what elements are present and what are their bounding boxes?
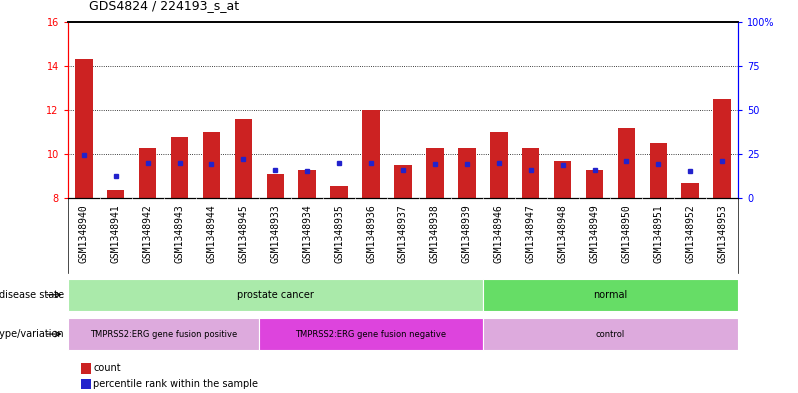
Text: GSM1348948: GSM1348948: [558, 204, 567, 263]
Text: GSM1348943: GSM1348943: [175, 204, 184, 263]
Bar: [81, 379, 91, 389]
Text: GSM1348951: GSM1348951: [654, 204, 663, 263]
Bar: [259, 318, 483, 350]
Text: disease state: disease state: [0, 290, 64, 300]
Text: GSM1348942: GSM1348942: [143, 204, 152, 263]
Bar: [68, 279, 483, 310]
Text: GSM1348935: GSM1348935: [334, 204, 344, 263]
Text: GSM1348944: GSM1348944: [207, 204, 216, 263]
Bar: [107, 189, 124, 198]
Text: percentile rank within the sample: percentile rank within the sample: [93, 379, 259, 389]
Text: GDS4824 / 224193_s_at: GDS4824 / 224193_s_at: [89, 0, 239, 12]
Text: GSM1348937: GSM1348937: [398, 204, 408, 263]
Text: GSM1348941: GSM1348941: [111, 204, 120, 263]
Bar: [267, 174, 284, 198]
Bar: [483, 318, 738, 350]
Text: genotype/variation: genotype/variation: [0, 329, 64, 339]
Text: GSM1348950: GSM1348950: [622, 204, 631, 263]
Bar: [330, 186, 348, 198]
Bar: [458, 148, 476, 198]
Bar: [139, 148, 156, 198]
Text: GSM1348936: GSM1348936: [366, 204, 376, 263]
Bar: [713, 99, 731, 198]
Text: GSM1348949: GSM1348949: [590, 204, 599, 263]
Bar: [298, 170, 316, 198]
Text: control: control: [596, 330, 625, 338]
Bar: [81, 363, 91, 373]
Bar: [362, 110, 380, 198]
Bar: [75, 59, 93, 198]
Bar: [554, 161, 571, 198]
Bar: [426, 148, 444, 198]
Text: TMPRSS2:ERG gene fusion positive: TMPRSS2:ERG gene fusion positive: [90, 330, 237, 338]
Bar: [203, 132, 220, 198]
Text: GSM1348938: GSM1348938: [430, 204, 440, 263]
Text: GSM1348939: GSM1348939: [462, 204, 472, 263]
Bar: [618, 128, 635, 198]
Text: GSM1348946: GSM1348946: [494, 204, 504, 263]
Text: GSM1348940: GSM1348940: [79, 204, 89, 263]
Bar: [650, 143, 667, 198]
Bar: [171, 136, 188, 198]
Bar: [586, 170, 603, 198]
Text: GSM1348952: GSM1348952: [685, 204, 695, 263]
Bar: [681, 183, 699, 198]
Text: GSM1348933: GSM1348933: [271, 204, 280, 263]
Bar: [68, 318, 259, 350]
Bar: [483, 279, 738, 310]
Text: GSM1348934: GSM1348934: [302, 204, 312, 263]
Bar: [522, 148, 539, 198]
Text: GSM1348947: GSM1348947: [526, 204, 535, 263]
Bar: [490, 132, 508, 198]
Bar: [235, 119, 252, 198]
Text: count: count: [93, 363, 121, 373]
Text: prostate cancer: prostate cancer: [237, 290, 314, 300]
Text: GSM1348953: GSM1348953: [717, 204, 727, 263]
Text: normal: normal: [594, 290, 627, 300]
Text: GSM1348945: GSM1348945: [239, 204, 248, 263]
Text: TMPRSS2:ERG gene fusion negative: TMPRSS2:ERG gene fusion negative: [295, 330, 447, 338]
Bar: [394, 165, 412, 198]
